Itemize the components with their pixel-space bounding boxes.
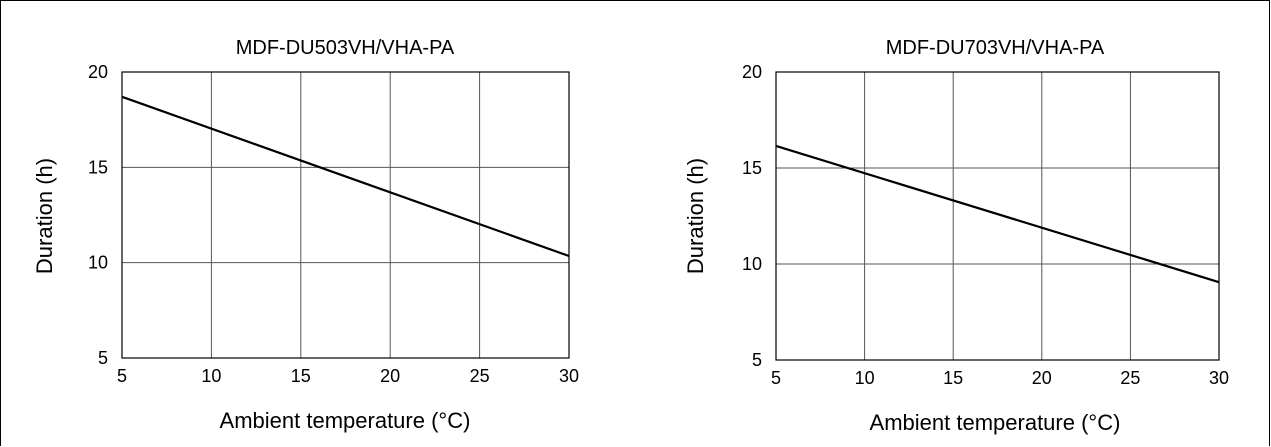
chart-1-title: MDF-DU503VH/VHA-PA (236, 37, 455, 59)
chart-2-xtick-label: 15 (943, 368, 963, 388)
chart-1-ylabel: Duration (h) (32, 158, 57, 274)
chart-2-xlabel: Ambient temperature (°C) (870, 410, 1121, 435)
chart-1-series (121, 95, 570, 258)
chart-2-grid (775, 71, 1220, 361)
chart-1-ytick-label: 15 (88, 157, 108, 177)
chart-1-ytick-label: 10 (88, 253, 108, 273)
chart-1-plot-area (121, 71, 570, 359)
chart-1-ytick-label: 5 (98, 348, 108, 368)
chart-1-ticks: 5 10 15 20 25 30 5 10 15 20 (88, 62, 579, 386)
chart-1-xtick-label: 10 (201, 366, 221, 386)
chart-1-xtick-label: 5 (117, 366, 127, 386)
chart-2-xtick-label: 30 (1209, 368, 1229, 388)
chart-2-xtick-label: 5 (771, 368, 781, 388)
chart-2-ytick-label: 20 (742, 62, 762, 82)
chart-1-grid (121, 71, 570, 359)
chart-2-series-line (775, 144, 1220, 284)
chart-2-plot-area (775, 71, 1220, 361)
chart-2-title: MDF-DU703VH/VHA-PA (886, 37, 1105, 59)
chart-1-xtick-label: 30 (559, 366, 579, 386)
chart-2-xtick-label: 10 (855, 368, 875, 388)
chart-2-ytick-label: 10 (742, 254, 762, 274)
chart-2-ytick-label: 5 (752, 350, 762, 370)
chart-1-series-line (121, 95, 570, 258)
chart-1-xtick-label: 20 (380, 366, 400, 386)
chart-2-ylabel: Duration (h) (683, 158, 708, 274)
chart-1-xlabel: Ambient temperature (°C) (220, 408, 471, 433)
chart-1-ytick-label: 20 (88, 62, 108, 82)
chart-1-xtick-label: 25 (470, 366, 490, 386)
chart-2-ytick-label: 15 (742, 158, 762, 178)
chart-2-ticks: 5 10 15 20 25 30 5 10 15 20 (742, 62, 1229, 388)
chart-1: MDF-DU503VH/VHA-PA Ambient temperature (… (32, 37, 579, 433)
chart-1-xtick-label: 15 (291, 366, 311, 386)
chart-2-series (775, 144, 1220, 284)
chart-2-xtick-label: 20 (1032, 368, 1052, 388)
chart-2: MDF-DU703VH/VHA-PA Ambient temperature (… (683, 37, 1229, 435)
chart-2-xtick-label: 25 (1120, 368, 1140, 388)
